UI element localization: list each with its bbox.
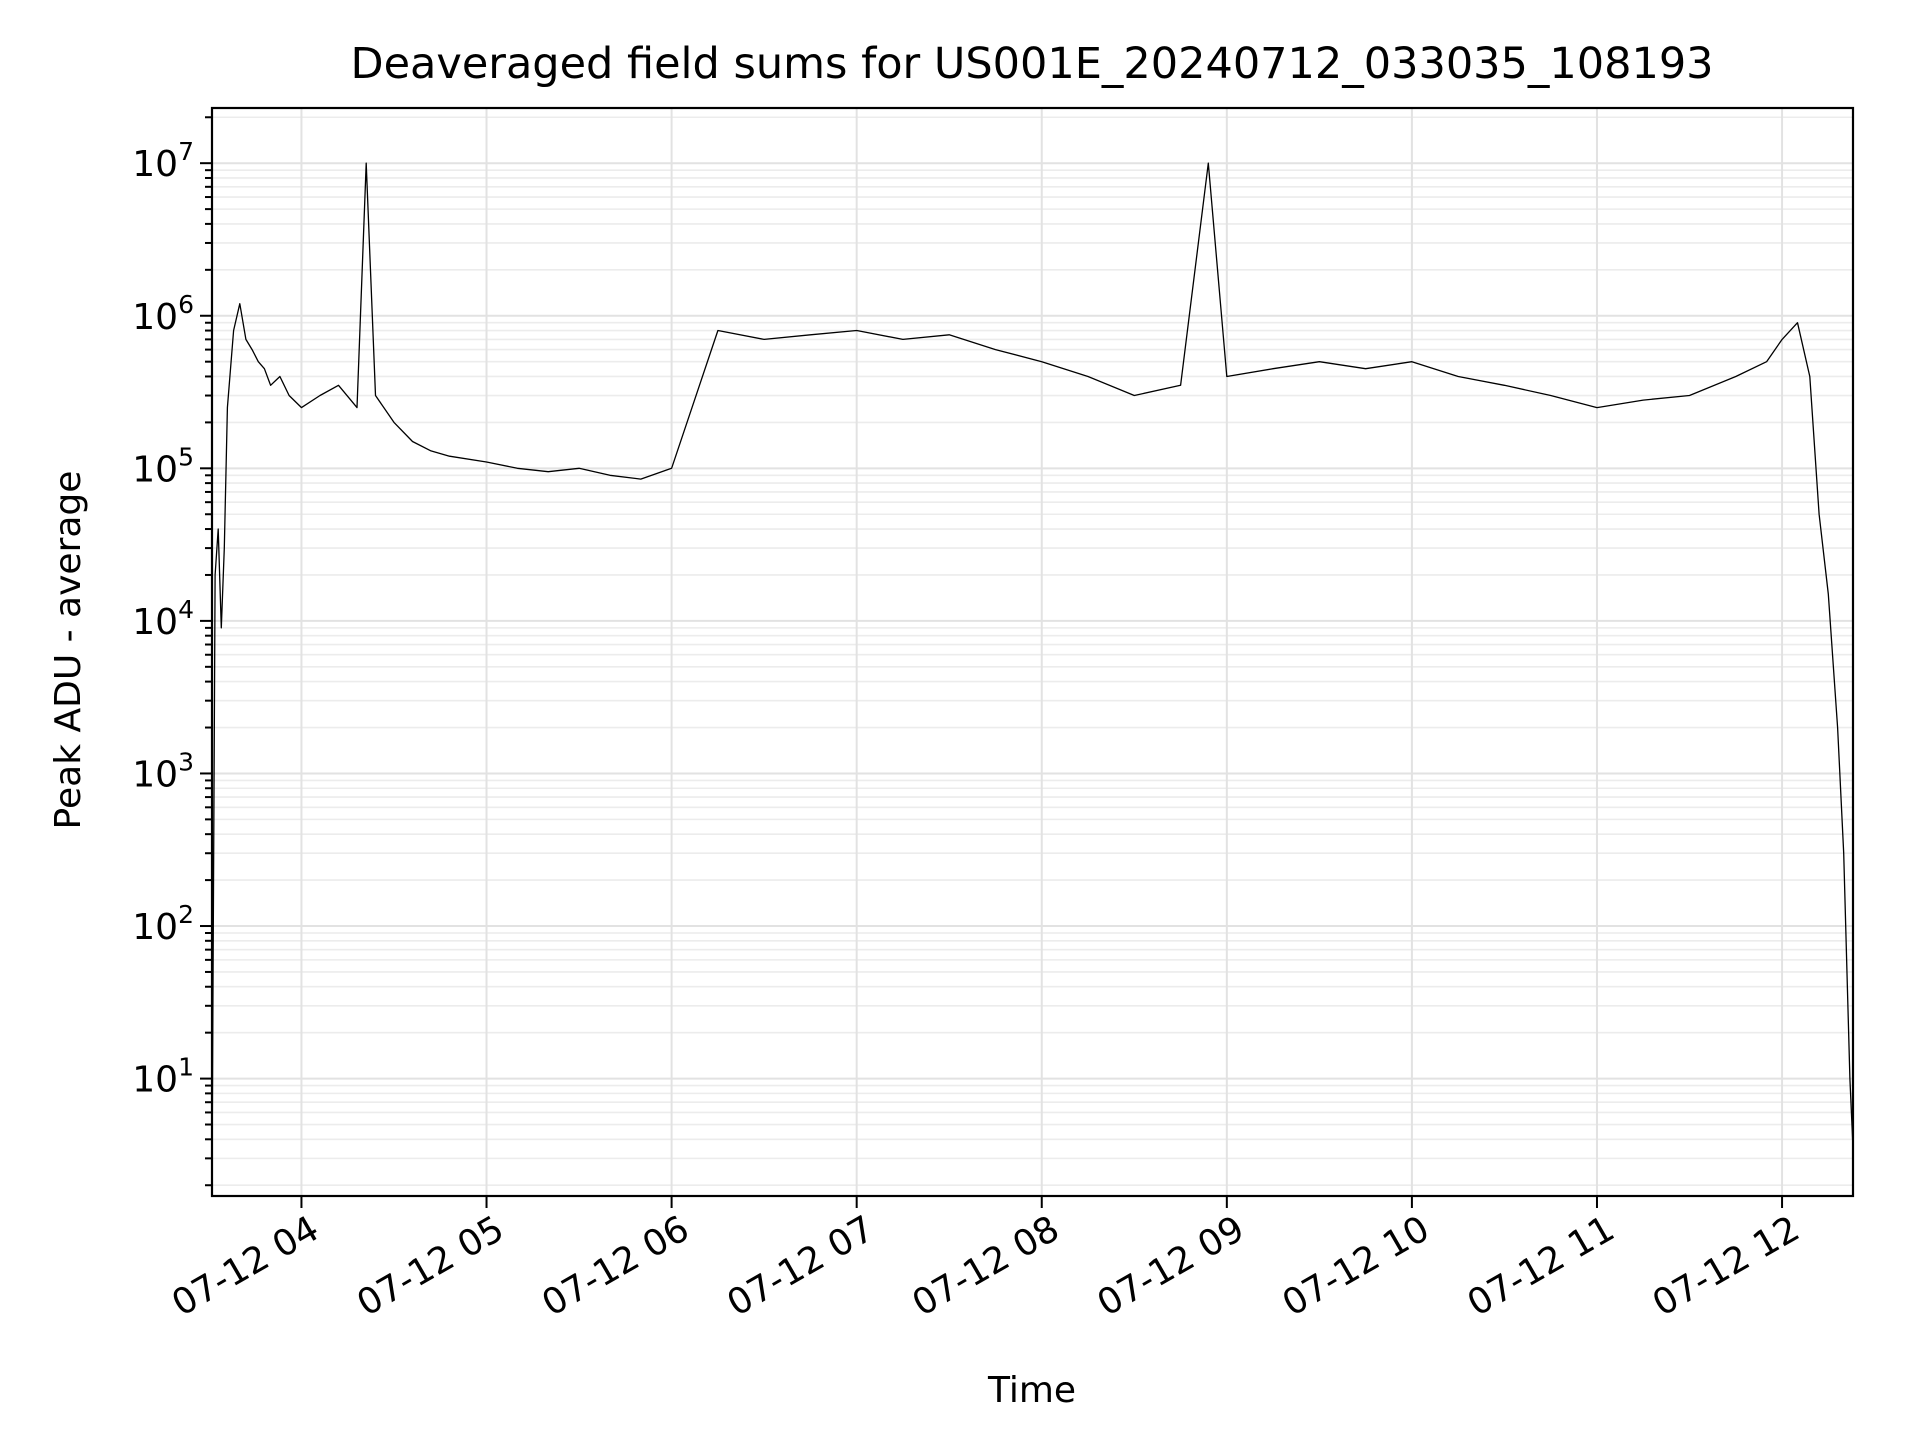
y-tick-label: 102 <box>132 900 194 948</box>
x-tick-label: 07-12 10 <box>1276 1208 1437 1324</box>
y-tick-label: 101 <box>132 1053 194 1101</box>
x-tick-label: 07-12 04 <box>165 1208 326 1324</box>
x-tick-label: 07-12 09 <box>1091 1208 1252 1324</box>
y-tick-label: 107 <box>132 137 194 185</box>
y-tick-label: 105 <box>132 442 194 490</box>
y-tick-label: 106 <box>132 290 194 338</box>
series-layer <box>211 162 1854 1186</box>
grid-layer <box>212 108 1853 1196</box>
plot-frame <box>210 106 1855 1198</box>
x-tick-label: 07-12 12 <box>1646 1208 1807 1324</box>
x-tick-label: 07-12 07 <box>721 1208 882 1324</box>
series-line <box>211 162 1854 1186</box>
x-axis-label: Time <box>987 1370 1076 1411</box>
x-tick-label: 07-12 05 <box>350 1208 511 1324</box>
chart-title: Deaveraged field sums for US001E_2024071… <box>350 39 1713 89</box>
x-tick-label: 07-12 11 <box>1461 1208 1622 1324</box>
y-axis-label: Peak ADU - average <box>48 471 89 830</box>
x-tick-label: 07-12 08 <box>906 1208 1067 1324</box>
y-tick-label: 104 <box>132 595 194 643</box>
y-tick-label: 103 <box>132 747 194 795</box>
x-tick-label: 07-12 06 <box>535 1208 696 1324</box>
